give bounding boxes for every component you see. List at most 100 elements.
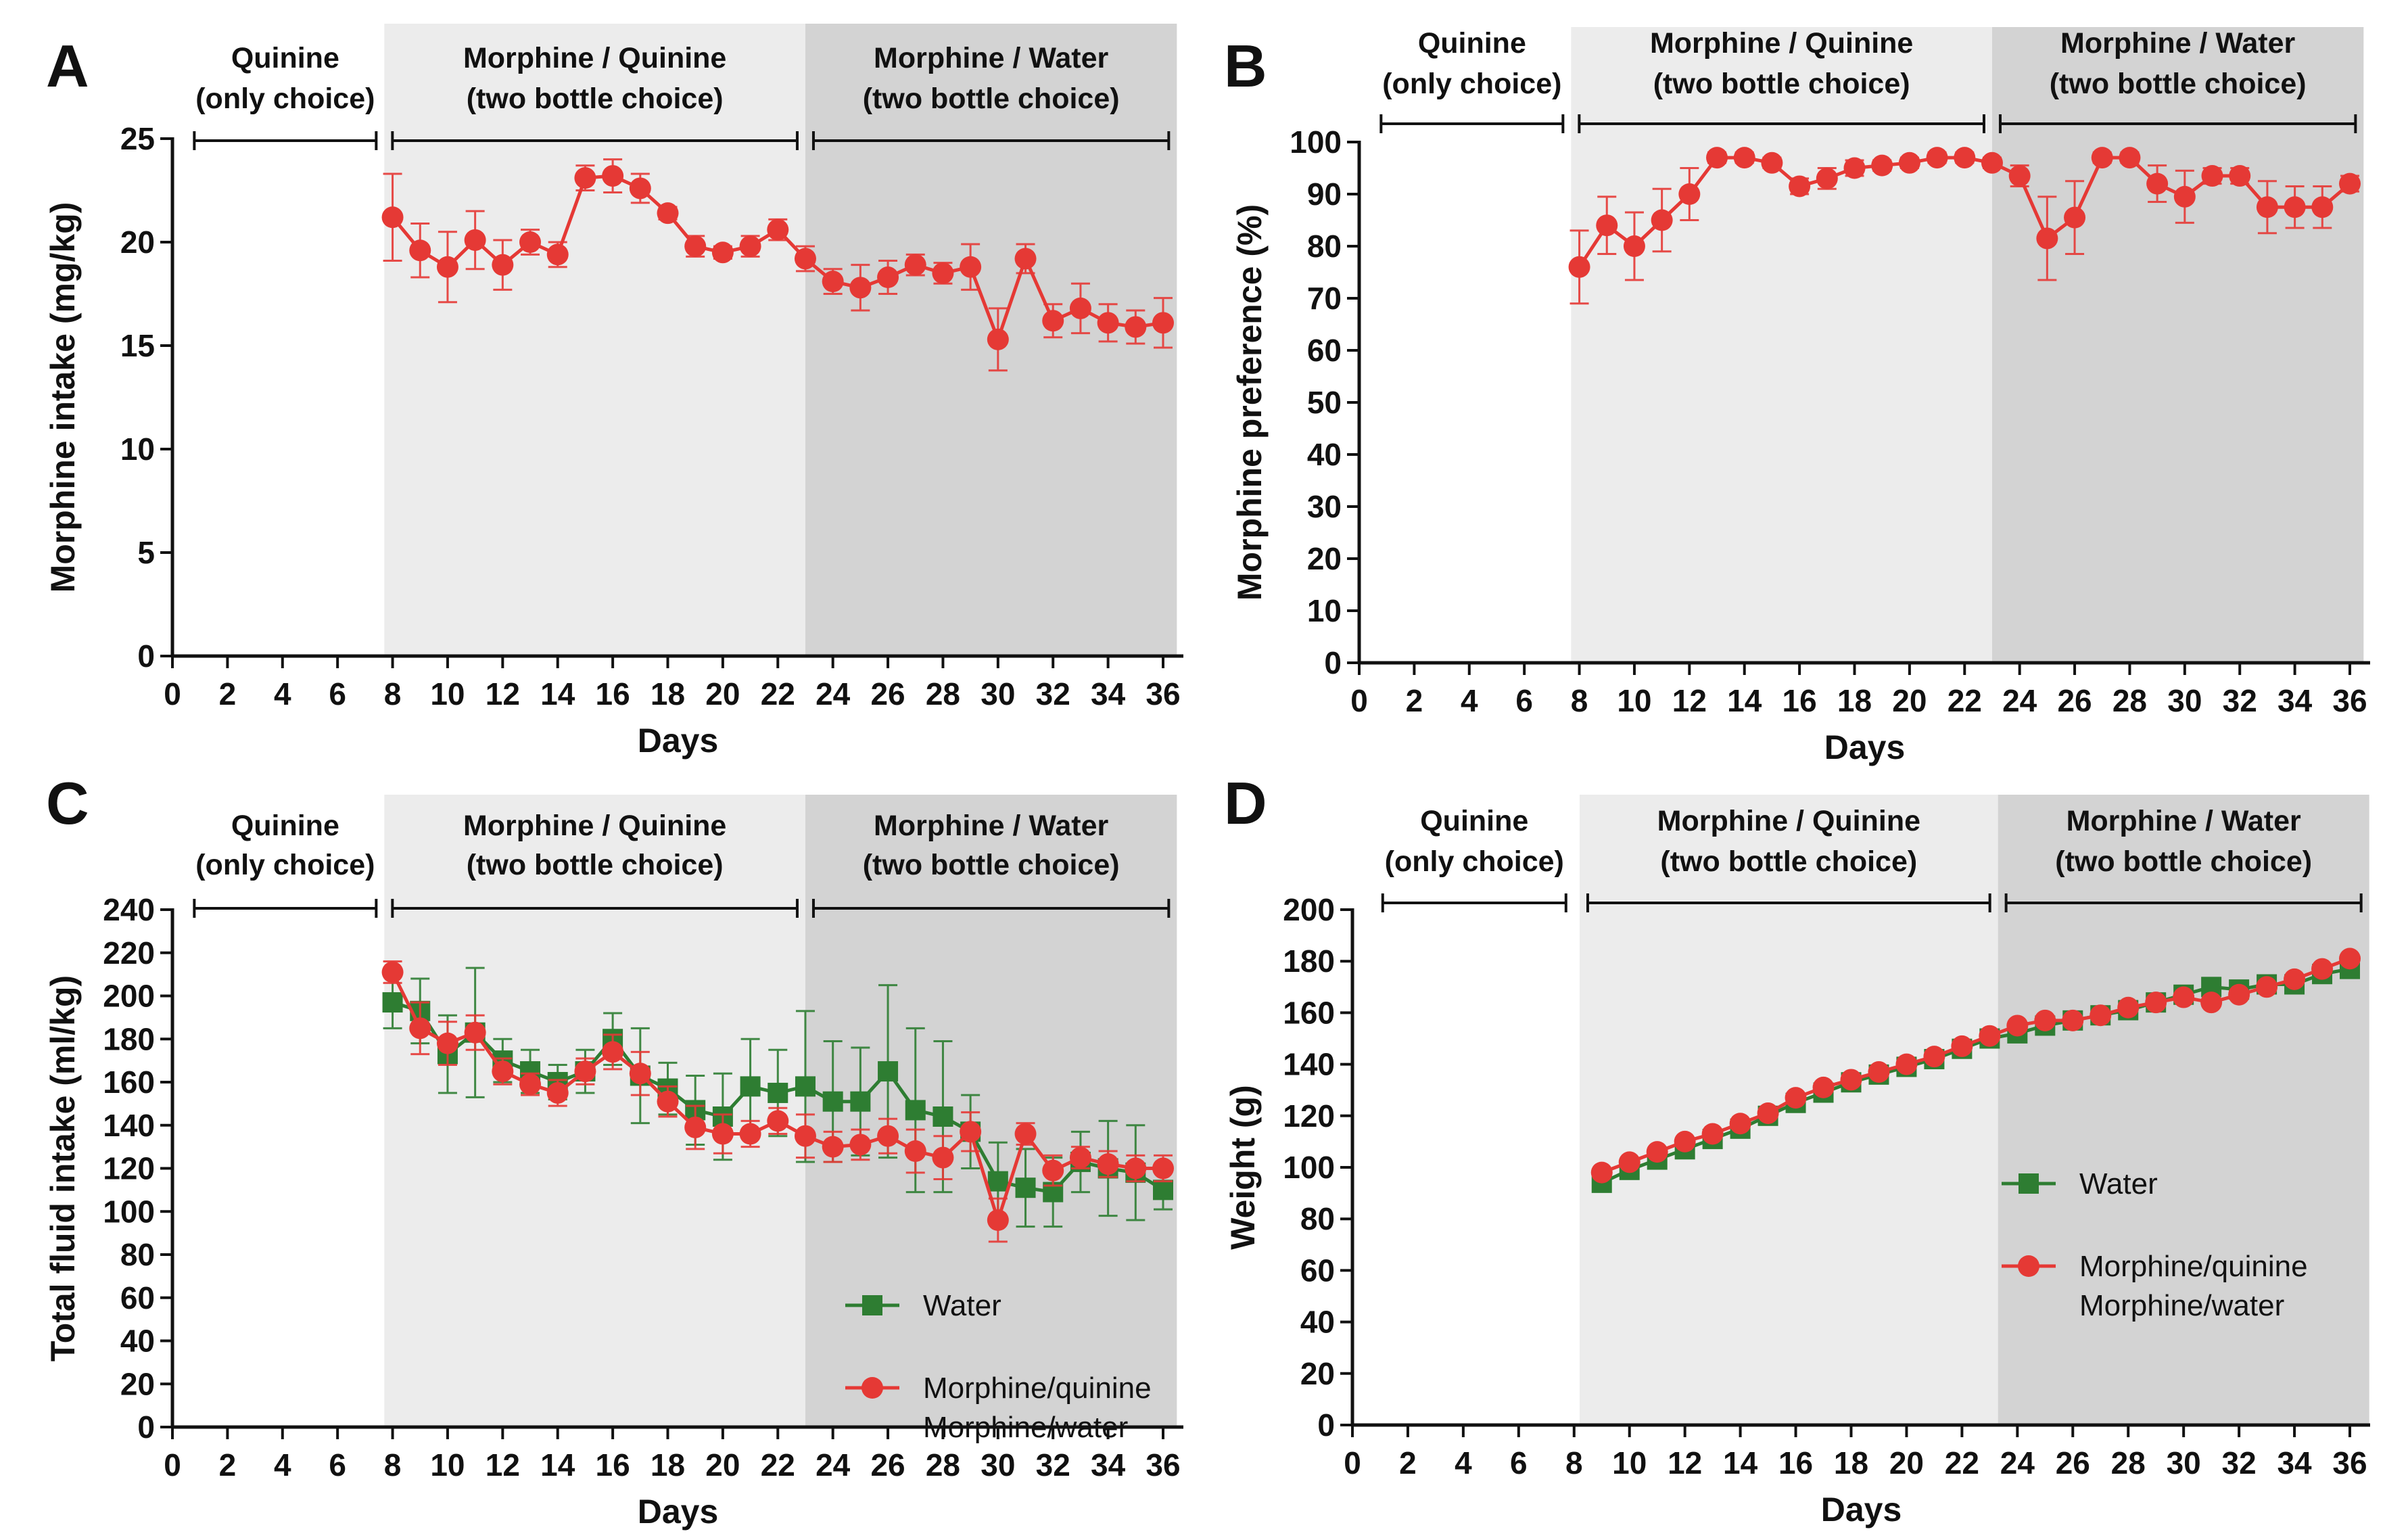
- data-point-circle: [1729, 1113, 1751, 1135]
- data-point-circle: [519, 231, 542, 253]
- panel-D: D Quinine (only choice) Morphine / Quinine (…: [1224, 770, 2370, 1529]
- data-point-circle: [1042, 310, 1064, 332]
- x-tick-label: 26: [870, 1447, 905, 1483]
- x-tick-label: 16: [596, 1447, 630, 1483]
- phase-label-line1: Morphine / Water: [874, 810, 1108, 842]
- legend-circle-marker: [861, 1377, 883, 1399]
- data-point-circle: [1843, 157, 1866, 179]
- data-point-circle: [1954, 147, 1976, 169]
- y-tick-label: 160: [1283, 995, 1335, 1030]
- data-point-circle: [436, 256, 458, 278]
- data-point-circle: [1926, 147, 1948, 169]
- data-point-circle: [2062, 1009, 2084, 1031]
- y-tick-label: 200: [1283, 892, 1335, 927]
- data-point-circle: [960, 256, 982, 278]
- data-point-circle: [2090, 1004, 2112, 1027]
- panel-letter: B: [1224, 32, 1267, 99]
- x-tick-label: 36: [2332, 683, 2367, 718]
- x-tick-label: 36: [2332, 1445, 2367, 1480]
- x-tick-label: 10: [430, 676, 465, 711]
- data-point-circle: [767, 1110, 789, 1132]
- panel-C: C Quinine (only choice) Morphine / Quinine (…: [44, 770, 1183, 1531]
- y-tick-label: 20: [120, 1366, 155, 1401]
- data-point-circle: [684, 1116, 707, 1138]
- phase-label-line2: (only choice): [195, 83, 375, 115]
- data-point-circle: [2091, 147, 2113, 169]
- data-point-circle: [574, 167, 596, 189]
- data-point-square: [878, 1061, 899, 1082]
- x-tick-label: 34: [1091, 1447, 1126, 1483]
- x-tick-label: 6: [1515, 683, 1533, 718]
- phase-label-line2: (only choice): [1385, 845, 1564, 878]
- data-point-circle: [2034, 1009, 2056, 1031]
- legend-label: Water: [923, 1289, 1001, 1322]
- legend-label: Morphine/water: [2079, 1289, 2284, 1322]
- data-point-circle: [492, 1060, 514, 1083]
- x-tick-label: 8: [1571, 683, 1588, 718]
- phase-bracket: [193, 131, 378, 150]
- data-point-circle: [2173, 185, 2196, 208]
- data-point-circle: [932, 1146, 954, 1169]
- data-point-circle: [409, 1017, 431, 1040]
- x-tick-label: 12: [1672, 683, 1707, 718]
- data-point-circle: [1979, 1025, 2001, 1047]
- phase-label-line2: (only choice): [1382, 68, 1561, 100]
- data-point-circle: [2145, 991, 2167, 1014]
- x-tick-label: 20: [705, 676, 740, 711]
- x-tick-label: 34: [2277, 1445, 2312, 1480]
- y-tick-label: 180: [103, 1021, 155, 1056]
- data-point-circle: [2173, 986, 2195, 1008]
- x-tick-label: 26: [2056, 1445, 2090, 1480]
- data-point-circle: [1706, 147, 1728, 169]
- data-point-circle: [657, 1090, 679, 1113]
- data-point-square: [1153, 1180, 1173, 1200]
- x-tick-label: 28: [926, 676, 960, 711]
- data-point-square: [822, 1091, 843, 1112]
- y-tick-label: 220: [103, 935, 155, 971]
- legend-label: Water: [2079, 1167, 2158, 1200]
- data-point-circle: [1840, 1069, 1862, 1091]
- data-point-circle: [2006, 1014, 2029, 1037]
- data-point-circle: [1646, 1141, 1668, 1163]
- data-point-circle: [711, 241, 734, 264]
- x-tick-label: 14: [540, 1447, 575, 1483]
- phase-bracket: [391, 131, 799, 150]
- x-tick-label: 36: [1146, 1447, 1180, 1483]
- x-tick-label: 8: [384, 1447, 402, 1483]
- y-tick-label: 120: [1283, 1098, 1335, 1134]
- panel-letter: C: [46, 770, 89, 837]
- data-point-circle: [1568, 256, 1590, 278]
- data-point-circle: [546, 1081, 569, 1104]
- x-tick-label: 12: [1668, 1445, 1702, 1480]
- x-tick-label: 6: [1510, 1445, 1528, 1480]
- phase-label-line2: (only choice): [195, 849, 375, 881]
- data-point-circle: [1761, 151, 1783, 174]
- x-tick-label: 24: [2000, 1445, 2035, 1480]
- phase-label-line1: Morphine / Water: [874, 42, 1108, 74]
- data-point-circle: [519, 1073, 542, 1096]
- data-point-circle: [381, 961, 404, 983]
- phase-bracket: [1578, 114, 1985, 133]
- data-point-square: [850, 1091, 871, 1112]
- x-tick-label: 12: [486, 676, 520, 711]
- data-point-circle: [1789, 175, 1811, 197]
- data-point-square: [932, 1106, 953, 1127]
- legend-circle-marker: [2018, 1255, 2039, 1277]
- x-tick-label: 2: [219, 1447, 237, 1483]
- series-line: [1601, 957, 2351, 1174]
- x-tick-label: 20: [705, 1447, 740, 1483]
- data-point-circle: [877, 266, 899, 289]
- x-tick-label: 24: [816, 676, 851, 711]
- data-point-circle: [1785, 1087, 1807, 1109]
- data-point-circle: [1014, 248, 1037, 270]
- y-tick-label: 200: [103, 979, 155, 1014]
- data-point-circle: [1590, 1161, 1613, 1184]
- panel-letter: D: [1224, 770, 1267, 837]
- x-tick-label: 4: [1455, 1445, 1472, 1480]
- y-tick-label: 40: [120, 1324, 155, 1359]
- x-tick-label: 28: [926, 1447, 960, 1483]
- x-axis-title: Days: [638, 1493, 719, 1531]
- data-point-circle: [2256, 196, 2278, 218]
- data-point-circle: [2284, 196, 2306, 218]
- data-point-circle: [1618, 1151, 1640, 1173]
